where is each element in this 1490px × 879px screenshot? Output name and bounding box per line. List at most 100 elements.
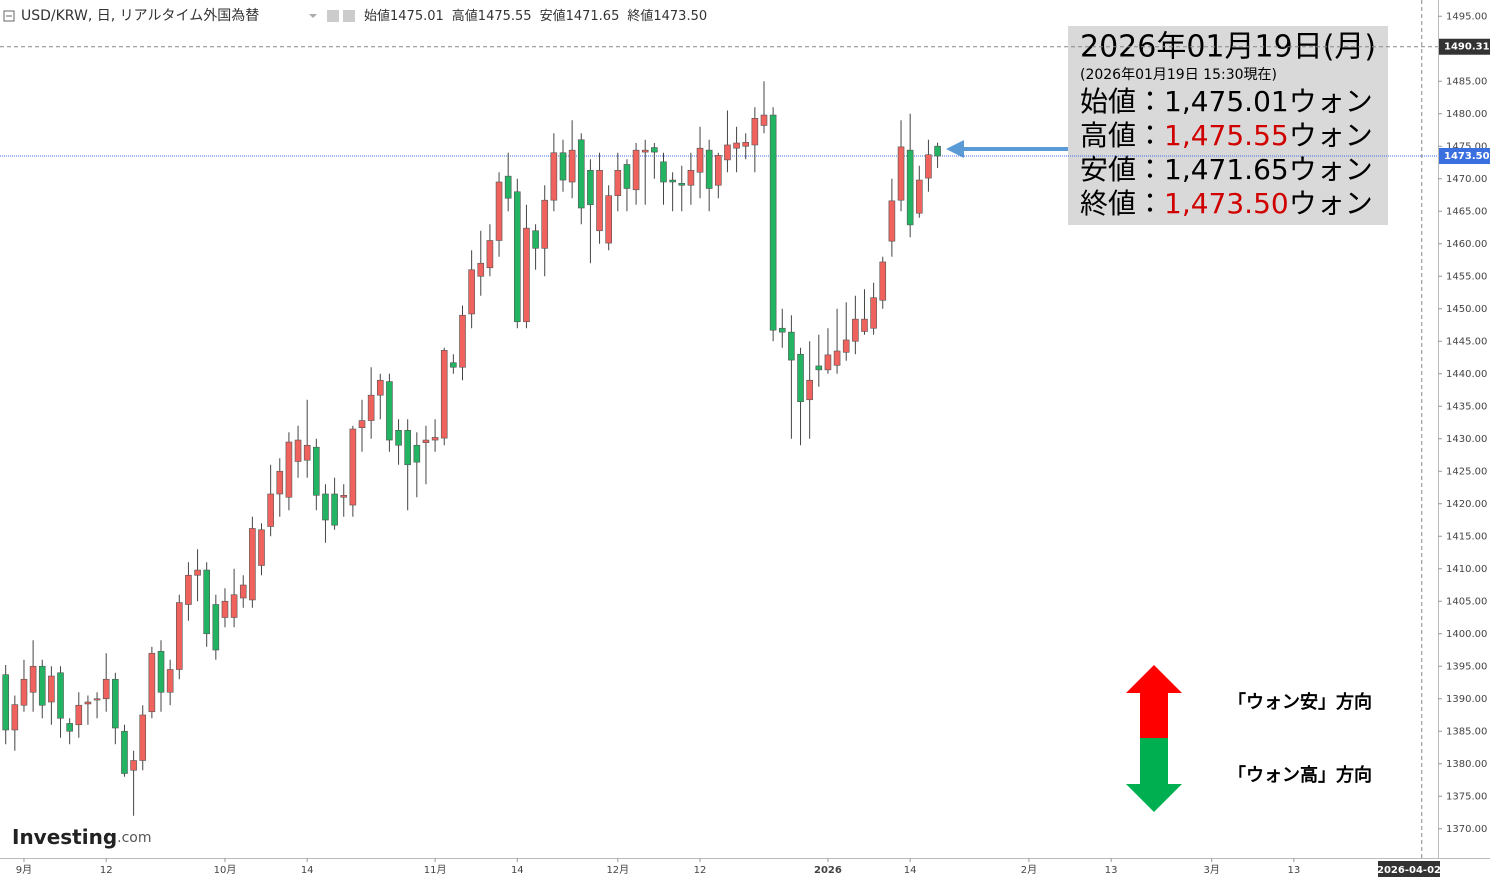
candle-body [523,227,530,323]
candle-body [112,678,119,729]
candle-body [431,437,439,441]
candle-body [102,678,110,700]
y-tick-label: 1410.00 [1446,564,1487,575]
candle-body [38,665,46,706]
logo-name: Investing [12,825,117,849]
crosshair-x-label: 2026-04-02 [1377,865,1441,876]
ohlc-fields: 始値1475.01 高値1475.55 安値1471.65 終値1473.50 [364,8,707,24]
logo: Investing.com [12,825,152,849]
candle-body [934,145,941,157]
candle-body [249,528,256,601]
candle-body [20,678,28,706]
candle-body [175,602,183,670]
y-tick-label: 1455.00 [1446,271,1487,282]
candle-body [733,142,740,149]
candle-body [157,650,165,693]
candle-body [769,114,777,331]
down-arrow [1126,738,1182,812]
candle-body [331,493,338,526]
candle-body [614,170,622,196]
y-tick-label: 1425.00 [1446,466,1487,477]
x-tick-label: 13 [1105,865,1118,876]
candle-body [230,594,238,618]
y-tick-label: 1400.00 [1446,629,1487,640]
x-tick-label: 12月 [606,864,629,876]
candle-body [48,675,55,703]
candle-body [778,327,786,333]
y-tick-label: 1395.00 [1446,661,1487,672]
candle-body [605,195,612,244]
candle-body [139,714,147,761]
y-tick-label: 1470.00 [1446,174,1487,185]
candle-body [550,152,558,201]
candle-body [788,331,795,361]
candle-body [148,652,156,713]
candle-body [641,149,649,153]
row-unit: ウォン [1289,153,1373,186]
y-tick-label: 1390.00 [1446,694,1487,705]
candle-body [751,118,759,146]
y-tick-label: 1370.00 [1446,824,1487,835]
annotation-row: 終値：1,473.50ウォン [1080,187,1373,220]
candle-body [495,181,503,241]
candle-body [267,493,274,527]
annotation-row: 始値：1,475.01ウォン [1080,85,1373,118]
candle-body [660,161,667,183]
candle-body [185,574,192,605]
field-label: 高値 [452,8,478,24]
close-icon[interactable] [343,10,355,22]
pointer-arrow-head [946,140,964,158]
candle-body [358,420,366,428]
candle-body [258,529,265,566]
candle-body [797,353,804,403]
row-unit: ウォン [1289,187,1373,220]
candle-body [130,760,137,771]
candle-body [404,429,411,466]
candle-body [440,350,448,439]
candle-body [559,152,567,181]
y-tick-label: 1415.00 [1446,531,1487,542]
candle-body [833,350,841,366]
candle-body [678,183,686,186]
field-value: 1473.50 [653,9,707,24]
candle-body [340,494,348,498]
x-tick-label: 14 [904,865,917,876]
x-tick-label: 12 [100,865,113,876]
candle-body [742,142,750,147]
candle-body [468,269,475,315]
candle-body [303,444,311,461]
y-tick-label: 1480.00 [1446,109,1487,120]
row-value: 1,475.01 [1164,85,1289,118]
y-tick-label: 1495.00 [1446,11,1487,22]
row-unit: ウォン [1289,85,1373,118]
y-tick-label: 1440.00 [1446,369,1487,380]
crosshair-y-label: 1490.31 [1444,42,1490,53]
candle-body [696,147,704,173]
candle-body [705,149,713,189]
candle-body [285,441,293,498]
settings-icon[interactable] [327,10,339,22]
direction-label: 「ウォン高」方向 [1228,764,1372,786]
annotation-subtitle: (2026年01月19日 15:30現在) [1080,67,1277,83]
candle-body [587,170,594,206]
candle-body [450,362,457,368]
candle-body [413,444,421,463]
field-value: 1471.65 [566,9,620,24]
field-label: 安値 [540,8,566,24]
candle-body [84,701,92,705]
candle-body [806,379,813,401]
candle-body [915,179,923,214]
y-tick-label: 1460.00 [1446,239,1487,250]
candle-body [395,429,402,446]
x-tick-label: 14 [301,865,314,876]
field-label: 始値 [364,8,390,24]
candle-body [669,179,676,183]
candle-body [897,146,905,201]
collapse-icon[interactable] [3,10,15,22]
x-tick-label: 3月 [1203,864,1219,876]
candle-body [221,600,229,618]
candle-body [121,730,128,774]
y-tick-label: 1435.00 [1446,401,1487,412]
dropdown-icon[interactable] [309,14,317,18]
annotation-row: 安値：1,471.65ウォン [1080,153,1373,186]
